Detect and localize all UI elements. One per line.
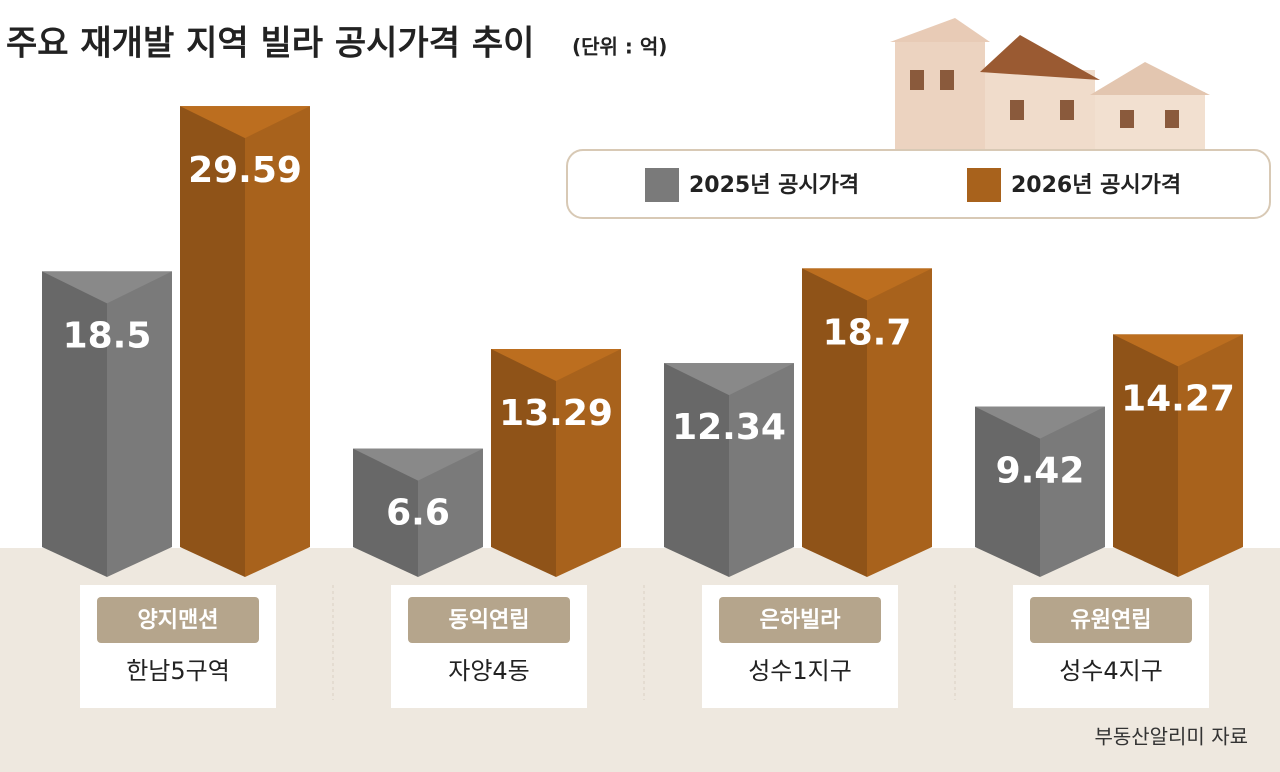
bar-face-right — [245, 106, 310, 577]
category-sublabel: 성수4지구 — [1059, 657, 1163, 685]
category-label: 동익연립 — [449, 608, 530, 633]
bar — [802, 268, 932, 577]
legend-swatch — [967, 168, 1001, 202]
value-label: 13.29 — [499, 393, 613, 434]
category-sublabel: 성수1지구 — [748, 657, 852, 685]
bar-face-left — [353, 448, 418, 577]
bar — [491, 348, 621, 577]
bar-face-right — [729, 363, 794, 577]
bar-top — [802, 268, 932, 301]
bar-face-right — [418, 448, 483, 577]
category-pill — [1030, 597, 1192, 643]
category-label: 은하빌라 — [760, 608, 842, 633]
bar-top — [491, 348, 621, 381]
bar-top — [975, 406, 1105, 439]
legend-label: 2026년 공시가격 — [1011, 173, 1181, 198]
category-pill — [97, 597, 259, 643]
houses-illustration — [890, 18, 1210, 150]
value-label: 12.34 — [672, 407, 786, 448]
legend-swatch — [645, 168, 679, 202]
bar — [975, 406, 1105, 577]
bar — [1113, 334, 1243, 577]
bar-top — [180, 106, 310, 139]
bar-face-right — [1040, 406, 1105, 577]
value-label: 14.27 — [1121, 378, 1235, 419]
value-label: 6.6 — [386, 493, 450, 534]
chart-title: 주요 재개발 지역 빌라 공시가격 추이 — [6, 24, 534, 64]
bar-face-left — [975, 406, 1040, 577]
legend-label: 2025년 공시가격 — [689, 173, 859, 198]
bar-face-left — [1113, 334, 1178, 577]
bar-face-left — [802, 268, 867, 577]
bar — [180, 106, 310, 577]
bar-top — [42, 271, 172, 304]
bar-face-right — [867, 268, 932, 577]
category-label: 양지맨션 — [138, 608, 219, 633]
value-label: 29.59 — [188, 150, 302, 191]
category-sublabel: 자양4동 — [448, 657, 530, 685]
bar-face-right — [107, 271, 172, 577]
bar — [664, 363, 794, 577]
bar-top — [664, 363, 794, 396]
legend: 2025년 공시가격 2026년 공시가격 — [645, 168, 1181, 202]
category-label: 유원연립 — [1071, 608, 1152, 633]
bar-top — [353, 448, 483, 481]
bar-face-left — [491, 348, 556, 577]
source: 부동산알리미 자료 — [1094, 725, 1248, 749]
bar-top — [1113, 334, 1243, 367]
category-pill — [719, 597, 881, 643]
bar-face-right — [556, 348, 621, 577]
bar-face-left — [42, 271, 107, 577]
value-label: 18.7 — [823, 312, 912, 353]
category-sublabel: 한남5구역 — [126, 657, 230, 685]
value-label: 18.5 — [63, 315, 152, 356]
value-label: 9.42 — [996, 451, 1085, 492]
category-pill — [408, 597, 570, 643]
chart-subtitle: (단위 : 억) — [572, 35, 667, 59]
bar-face-right — [1178, 334, 1243, 577]
bar-face-left — [180, 106, 245, 577]
bar — [42, 271, 172, 577]
bar-face-left — [664, 363, 729, 577]
bar — [353, 448, 483, 577]
legend-box — [566, 149, 1271, 219]
